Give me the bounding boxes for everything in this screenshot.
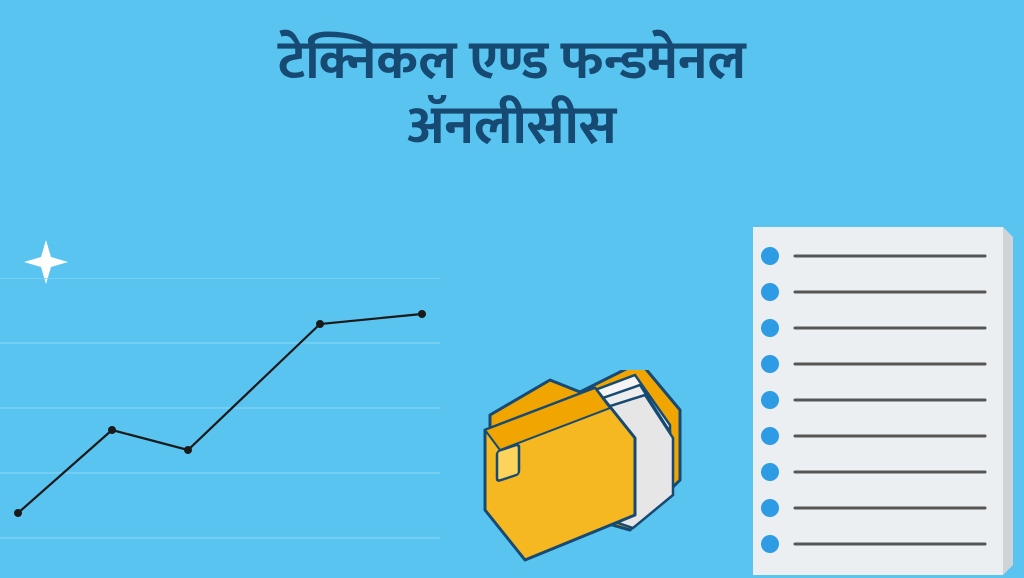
title-line-2: ॲनलीसीस: [407, 82, 616, 172]
folder-icon: [455, 370, 705, 570]
page-title: टेक्निकल एण्ड फन्डमेनल ॲनलीसीस: [62, 30, 962, 160]
line-chart: [0, 278, 440, 578]
chart-points: [14, 310, 426, 517]
notepad-icon: [745, 225, 1015, 575]
chart-grid: [0, 278, 440, 538]
notepad-holes: [761, 247, 779, 553]
chart-line: [18, 314, 422, 513]
